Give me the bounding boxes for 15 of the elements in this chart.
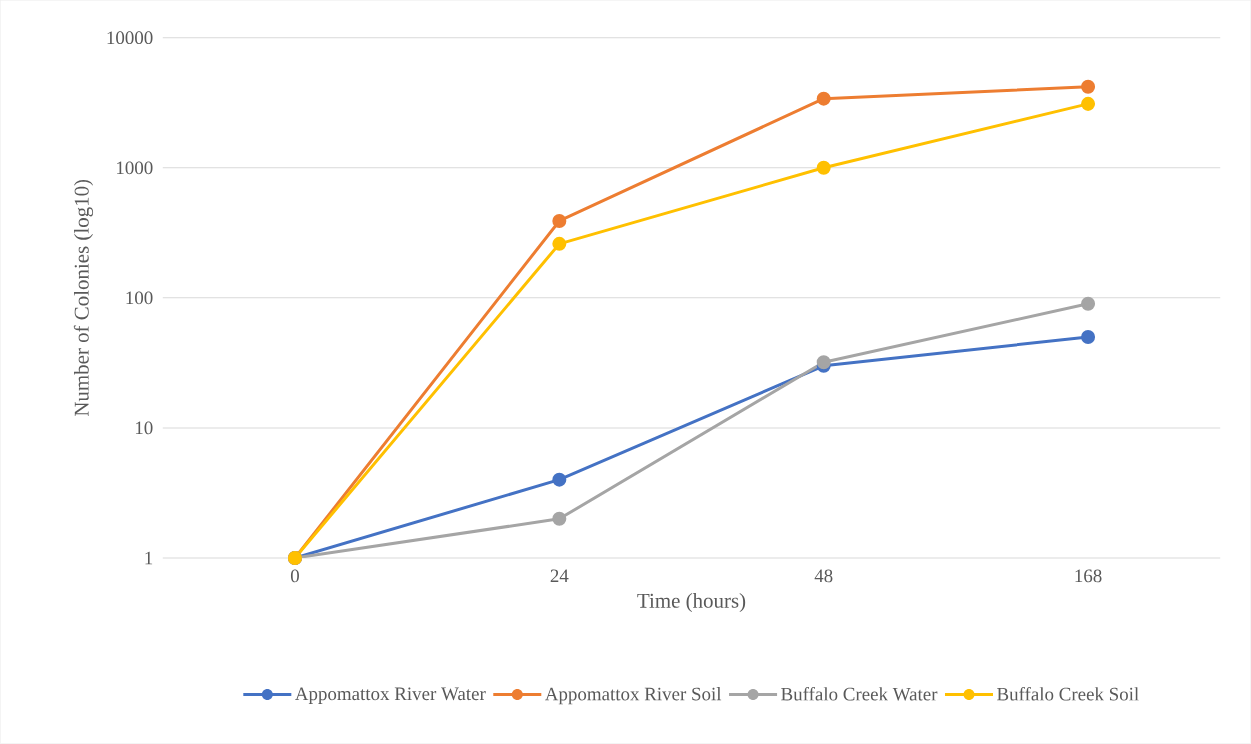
x-tick-label: 0 [290, 569, 299, 583]
y-tick-label: 1000 [117, 161, 153, 175]
y-tick-label: 10000 [107, 31, 153, 45]
y-axis-title: Number of Colonies (log10) [73, 180, 94, 417]
y-tick-label: 10 [135, 421, 153, 435]
y-tick-label: 1 [145, 551, 153, 565]
x-tick-label: 24 [550, 569, 569, 583]
legend-label: Buffalo Creek Water [781, 687, 938, 701]
legend-label: Appomattox River Soil [544, 687, 722, 705]
x-axis-title: Time (hours) [637, 593, 746, 613]
x-tick-label: 168 [1075, 569, 1102, 583]
y-tick-label: 100 [126, 291, 153, 305]
legend-label: Appomattox River Water [295, 687, 486, 705]
x-tick-label: 48 [814, 569, 833, 583]
legend-label: Buffalo Creek Soil [997, 687, 1139, 701]
